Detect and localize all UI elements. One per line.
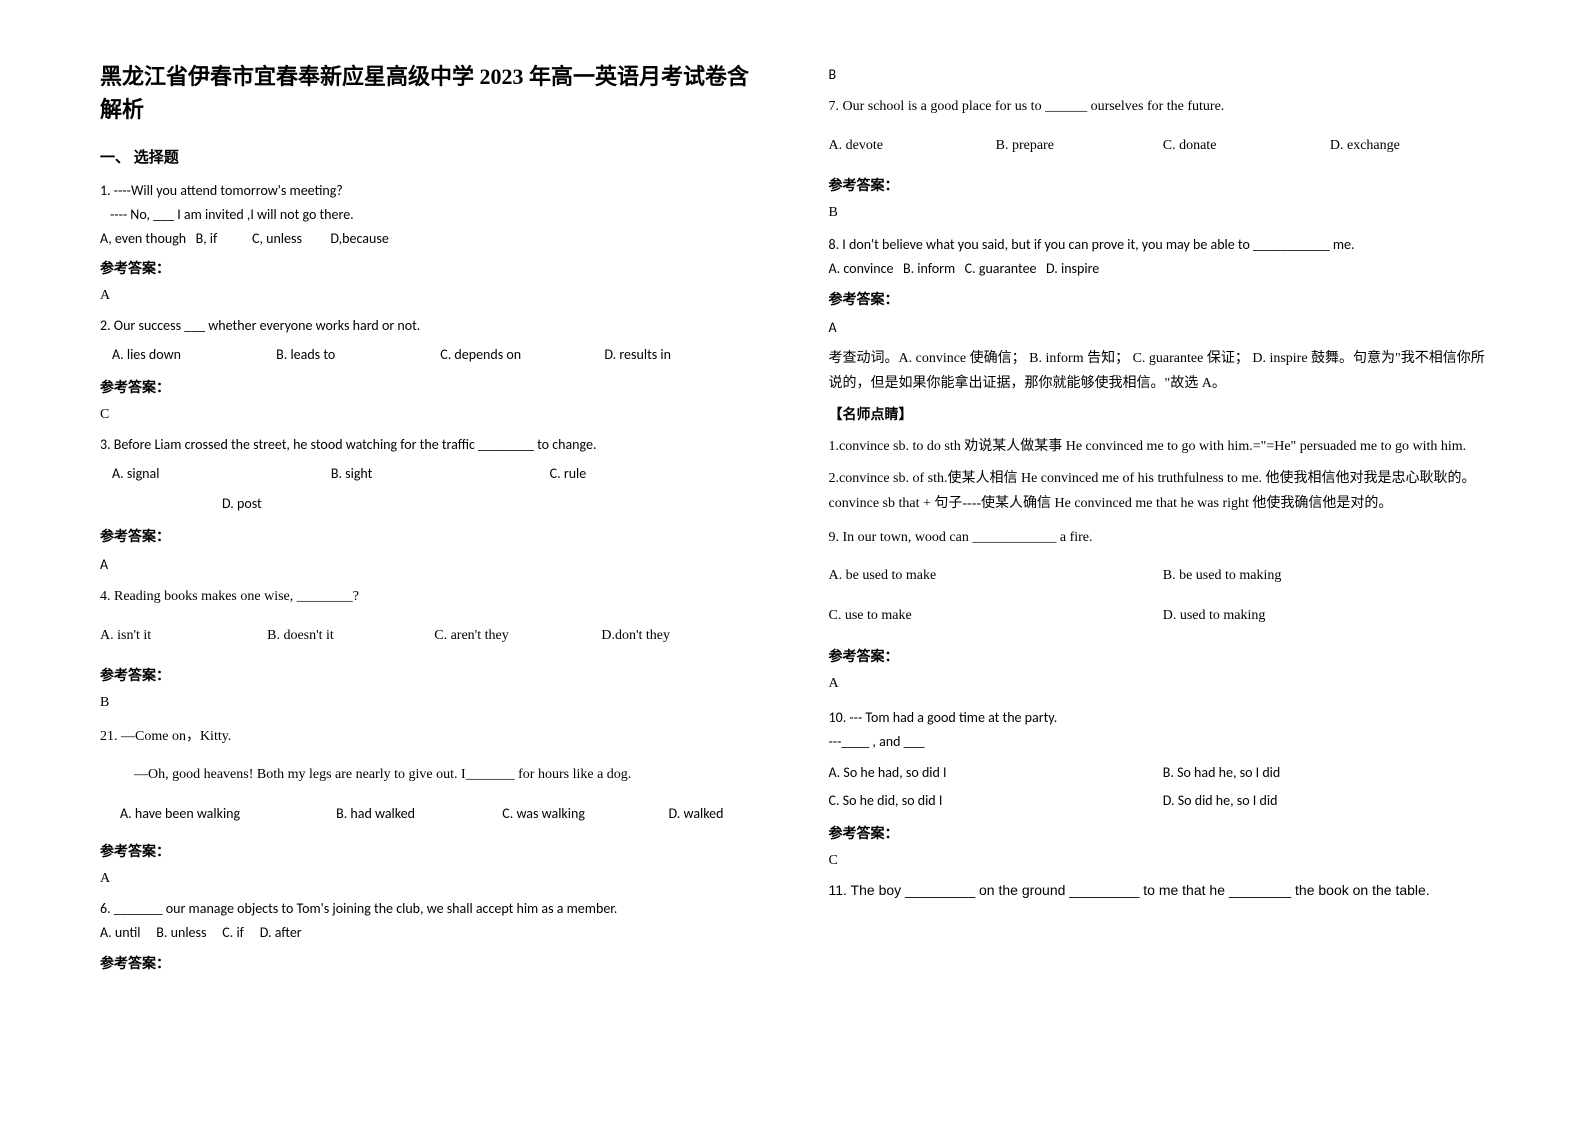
answer-label: 参考答案： [829, 175, 1498, 195]
q7-opt-d: D. exchange [1330, 133, 1497, 160]
q21-options: A. have been walking B. had walked C. wa… [120, 801, 769, 828]
q10-opt-b: B. So had he, so I did [1163, 759, 1497, 787]
question-10: 10. --- Tom had a good time at the party… [829, 706, 1498, 754]
q7-options: A. devote B. prepare C. donate D. exchan… [829, 133, 1498, 160]
answer-label: 参考答案： [829, 646, 1498, 666]
q2-opt-b: B. leads to [276, 342, 440, 369]
q3-answer: A [100, 556, 769, 573]
q9-options-row2: C. use to make D. used to making [829, 602, 1498, 630]
q2-opt-a: A. lies down [112, 342, 276, 369]
q11-line1: 11. The boy _________ on the ground ____… [829, 879, 1498, 903]
page-container: 黑龙江省伊春市宜春奉新应星高级中学 2023 年高一英语月考试卷含解析 一、 选… [0, 0, 1587, 1023]
question-4: 4. Reading books makes one wise, _______… [100, 585, 769, 609]
question-11: 11. The boy _________ on the ground ____… [829, 879, 1498, 903]
q9-opt-c: C. use to make [829, 602, 1163, 630]
question-8: 8. I don't believe what you said, but if… [829, 233, 1498, 281]
q7-answer: B [829, 205, 1498, 221]
q2-opt-d: D. results in [604, 342, 768, 369]
q7-opt-a: A. devote [829, 133, 996, 160]
question-2: 2. Our success ___ whether everyone work… [100, 314, 769, 368]
q9-opt-a: A. be used to make [829, 562, 1163, 590]
q9-line1: 9. In our town, wood can ____________ a … [829, 526, 1498, 550]
answer-label: 参考答案： [100, 665, 769, 685]
q10-answer: C [829, 853, 1498, 869]
q9-answer: A [829, 676, 1498, 692]
q3-opt-c: C. rule [550, 461, 769, 488]
q21-opt-d: D. walked [669, 801, 769, 828]
q2-answer: C [100, 407, 769, 423]
q6-options: A. until B. unless C. if D. after [100, 921, 769, 945]
answer-label: 参考答案： [829, 823, 1498, 843]
question-21: 21. —Come on，Kitty. —Oh, good heavens! B… [100, 725, 769, 827]
q1-options: A, even though B, if C, unless D,because [100, 227, 769, 251]
q2-opt-c: C. depends on [440, 342, 604, 369]
q2-options: A. lies down B. leads to C. depends on D… [112, 342, 769, 369]
q9-opt-b: B. be used to making [1163, 562, 1497, 590]
q8-answer: A [829, 319, 1498, 336]
q7-opt-c: C. donate [1163, 133, 1330, 160]
q8-explanation-2: 1.convince sb. to do sth 劝说某人做某事 He conv… [829, 434, 1498, 459]
answer-label: 参考答案： [100, 953, 769, 973]
q2-line1: 2. Our success ___ whether everyone work… [100, 314, 769, 338]
right-column: B 7. Our school is a good place for us t… [829, 60, 1498, 983]
question-3: 3. Before Liam crossed the street, he st… [100, 433, 769, 518]
q21-line1: 21. —Come on，Kitty. [100, 725, 769, 749]
q4-line1: 4. Reading books makes one wise, _______… [100, 585, 769, 609]
q8-explanation-3: 2.convince sb. of sth.使某人相信 He convinced… [829, 466, 1498, 516]
q4-opt-b: B. doesn't it [267, 623, 434, 650]
answer-label: 参考答案： [100, 841, 769, 861]
q8-explanation-1: 考查动词。A. convince 使确信； B. inform 告知； C. g… [829, 346, 1498, 396]
q3-opt-d: D. post [222, 491, 404, 518]
q8-options: A. convince B. inform C. guarantee D. in… [829, 257, 1498, 281]
q7-line1: 7. Our school is a good place for us to … [829, 95, 1498, 119]
q10-options-row1: A. So he had, so did I B. So had he, so … [829, 759, 1498, 787]
q10-opt-a: A. So he had, so did I [829, 759, 1163, 787]
question-7: 7. Our school is a good place for us to … [829, 95, 1498, 119]
answer-label: 参考答案： [100, 258, 769, 278]
q3-options-row2: D. post [112, 491, 769, 518]
q6-line1: 6. _______ our manage objects to Tom's j… [100, 897, 769, 921]
q4-answer: B [100, 695, 769, 711]
answer-label: 参考答案： [100, 377, 769, 397]
q9-opt-d: D. used to making [1163, 602, 1497, 630]
q7-opt-b: B. prepare [996, 133, 1163, 160]
q4-opt-d: D.don't they [601, 623, 768, 650]
q3-options-row1: A. signal B. sight C. rule [112, 461, 769, 488]
q21-line2: —Oh, good heavens! Both my legs are near… [134, 763, 769, 787]
hint-label: 【名师点睛】 [829, 404, 1498, 424]
q9-options-row1: A. be used to make B. be used to making [829, 562, 1498, 590]
q1-answer: A [100, 288, 769, 304]
q10-opt-d: D. So did he, so I did [1163, 787, 1497, 815]
q10-line2: ---____ , and ___ [829, 730, 1498, 754]
q4-options: A. isn't it B. doesn't it C. aren't they… [100, 623, 769, 650]
top-b: B [829, 66, 1498, 83]
q21-answer: A [100, 871, 769, 887]
q3-opt-b: B. sight [331, 461, 550, 488]
page-title: 黑龙江省伊春市宜春奉新应星高级中学 2023 年高一英语月考试卷含解析 [100, 60, 769, 126]
left-column: 黑龙江省伊春市宜春奉新应星高级中学 2023 年高一英语月考试卷含解析 一、 选… [100, 60, 769, 983]
answer-label: 参考答案： [100, 526, 769, 546]
q21-opt-c: C. was walking [502, 801, 668, 828]
question-6: 6. _______ our manage objects to Tom's j… [100, 897, 769, 945]
q4-opt-a: A. isn't it [100, 623, 267, 650]
q10-options-row2: C. So he did, so did I D. So did he, so … [829, 787, 1498, 815]
section-header: 一、 选择题 [100, 146, 769, 167]
question-1: 1. ----Will you attend tomorrow's meetin… [100, 179, 769, 250]
q21-opt-a: A. have been walking [120, 801, 336, 828]
q3-opt-a: A. signal [112, 461, 331, 488]
q1-line1: 1. ----Will you attend tomorrow's meetin… [100, 179, 769, 203]
q10-opt-c: C. So he did, so did I [829, 787, 1163, 815]
q10-line1: 10. --- Tom had a good time at the party… [829, 706, 1498, 730]
answer-label: 参考答案： [829, 289, 1498, 309]
q3-line1: 3. Before Liam crossed the street, he st… [100, 433, 769, 457]
q21-opt-b: B. had walked [336, 801, 502, 828]
q1-line2: ---- No, ___ I am invited ,I will not go… [110, 203, 769, 227]
q4-opt-c: C. aren't they [434, 623, 601, 650]
q8-line1: 8. I don't believe what you said, but if… [829, 233, 1498, 257]
question-9: 9. In our town, wood can ____________ a … [829, 526, 1498, 550]
